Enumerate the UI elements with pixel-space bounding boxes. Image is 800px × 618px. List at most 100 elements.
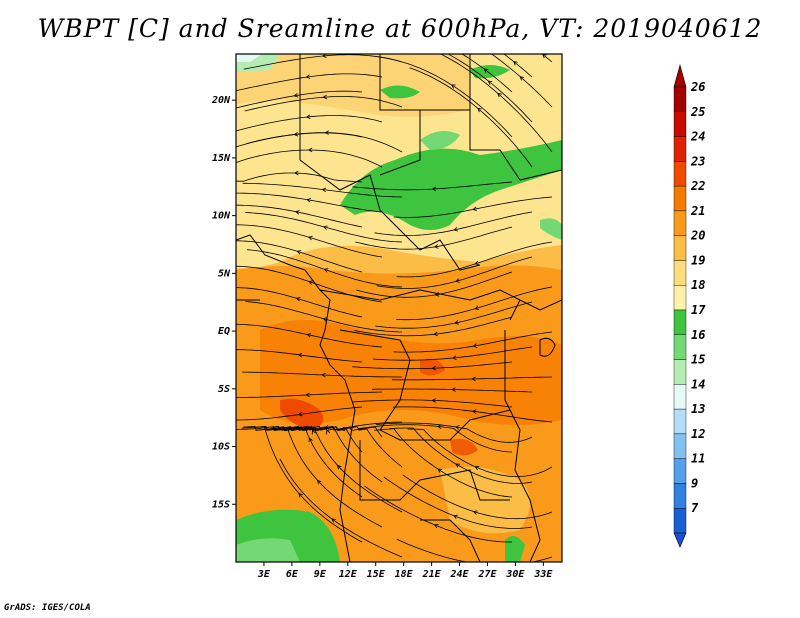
colorbar-swatch — [673, 309, 687, 335]
lon-tick-label: 6E — [286, 569, 299, 580]
country-borders — [236, 54, 562, 562]
streamline-arrow — [298, 352, 303, 358]
streamline-arrow — [306, 74, 311, 79]
streamline-arrow — [432, 365, 437, 371]
lat-tick-label: 10S — [212, 442, 230, 453]
streamline-arrow — [305, 392, 310, 398]
streamline-arrow — [294, 170, 299, 176]
streamline-arrow — [295, 210, 300, 215]
streamline-arrow — [473, 510, 478, 515]
streamline-arrow — [322, 187, 327, 193]
lat-tick-label: 5S — [218, 384, 230, 395]
lon-tick-label: 24E — [450, 569, 470, 580]
colorbar-label: 15 — [691, 353, 705, 367]
colorbar-label: 25 — [690, 105, 705, 119]
streamline-arrow — [474, 466, 480, 471]
streamline-arrow — [432, 186, 437, 192]
streamline-arrow — [473, 343, 478, 348]
colorbar-label: 14 — [691, 377, 705, 391]
colorbar-label: 9 — [691, 476, 698, 490]
streamline — [236, 204, 363, 228]
streamline — [236, 391, 383, 398]
streamline-arrow — [519, 76, 525, 81]
streamline — [281, 426, 403, 513]
colorbar-swatch — [673, 285, 687, 311]
streamline — [236, 240, 363, 273]
colorbar: 26 25 24 23 22 21 20 19 18 17 16 15 14 13 12 11 9 7 — [673, 63, 706, 548]
colorbar-swatch — [673, 161, 687, 187]
streamline — [393, 196, 553, 218]
streamline-arrow — [452, 355, 457, 360]
colorbar-swatch — [673, 210, 687, 236]
streamline — [236, 90, 363, 109]
streamline-arrow — [433, 331, 438, 337]
streamline-arrow — [323, 94, 328, 100]
colorbar-swatch — [673, 136, 687, 162]
streamline-arrow — [323, 225, 328, 230]
streamline-arrow — [324, 268, 329, 273]
streamlines — [236, 54, 553, 562]
streamline-arrow — [296, 250, 302, 255]
lat-tick-label: 5N — [218, 268, 231, 279]
streamline-arrow — [497, 92, 502, 98]
streamline — [243, 426, 363, 498]
streamline-arrow — [331, 518, 336, 523]
map-title: WBPT [C] and Sreamline at 600hPa, VT: 20… — [37, 14, 763, 43]
streamline-arrow — [308, 235, 313, 241]
streamline — [376, 256, 533, 289]
colorbar-label: 18 — [691, 278, 705, 292]
streamline-arrow — [337, 464, 342, 470]
streamline-arrow — [434, 244, 439, 249]
colorbar-swatch — [673, 359, 687, 385]
streamline-arrow — [453, 514, 458, 520]
streamline-arrow — [483, 68, 489, 73]
plot-frame — [235, 53, 563, 563]
wbpt-field — [236, 54, 562, 562]
colorbar-label: 26 — [690, 80, 705, 94]
colorbar-label: 23 — [690, 154, 705, 168]
streamline-arrow — [455, 278, 460, 283]
streamline-arrow — [451, 387, 456, 392]
lon-tick-label: 30E — [505, 569, 525, 580]
streamline-arrow — [317, 479, 322, 485]
streamline-arrow — [437, 424, 442, 430]
streamline — [447, 54, 533, 123]
streamline — [236, 192, 383, 213]
streamline-arrow — [453, 227, 458, 232]
streamline-arrow — [472, 409, 477, 414]
colorbar-label: 12 — [691, 427, 705, 441]
streamline-arrow — [454, 320, 459, 325]
colorbar-label: 13 — [691, 402, 705, 416]
lon-tick-label: 21E — [422, 569, 442, 580]
streamline-arrow — [306, 114, 311, 119]
streamline — [246, 132, 403, 153]
streamline — [396, 538, 553, 562]
streamline-arrow — [487, 80, 493, 85]
colorbar-swatch — [673, 408, 687, 435]
streamline-arrow — [437, 468, 443, 473]
lon-tick-label: 9E — [314, 569, 327, 580]
streamline — [356, 271, 513, 298]
colorbar-swatch — [673, 185, 687, 212]
colorbar-swatch — [673, 384, 687, 410]
streamline-arrow — [474, 260, 480, 265]
streamline — [391, 376, 553, 381]
streamline-arrow — [326, 430, 331, 435]
streamline-arrow — [472, 206, 477, 212]
streamline — [364, 485, 512, 543]
colorbar-swatch — [673, 260, 687, 286]
streamline-arrow — [434, 523, 439, 529]
lon-tick-label: 33E — [533, 569, 553, 580]
streamline — [242, 371, 402, 378]
colorbar-swatch — [673, 458, 687, 484]
colorbar-label: 7 — [691, 501, 699, 515]
colorbar-swatch — [673, 334, 687, 360]
colorbar-label: 19 — [691, 253, 705, 267]
streamline-arrow — [477, 107, 482, 113]
streamline-arrow — [308, 280, 313, 285]
streamline-arrow — [513, 61, 518, 66]
streamline-arrow — [471, 376, 476, 382]
colorbar-label: 17 — [691, 303, 706, 317]
grads-credit: GrADS: IGES/COLA — [4, 603, 91, 613]
colorbar-label: 22 — [690, 179, 705, 193]
